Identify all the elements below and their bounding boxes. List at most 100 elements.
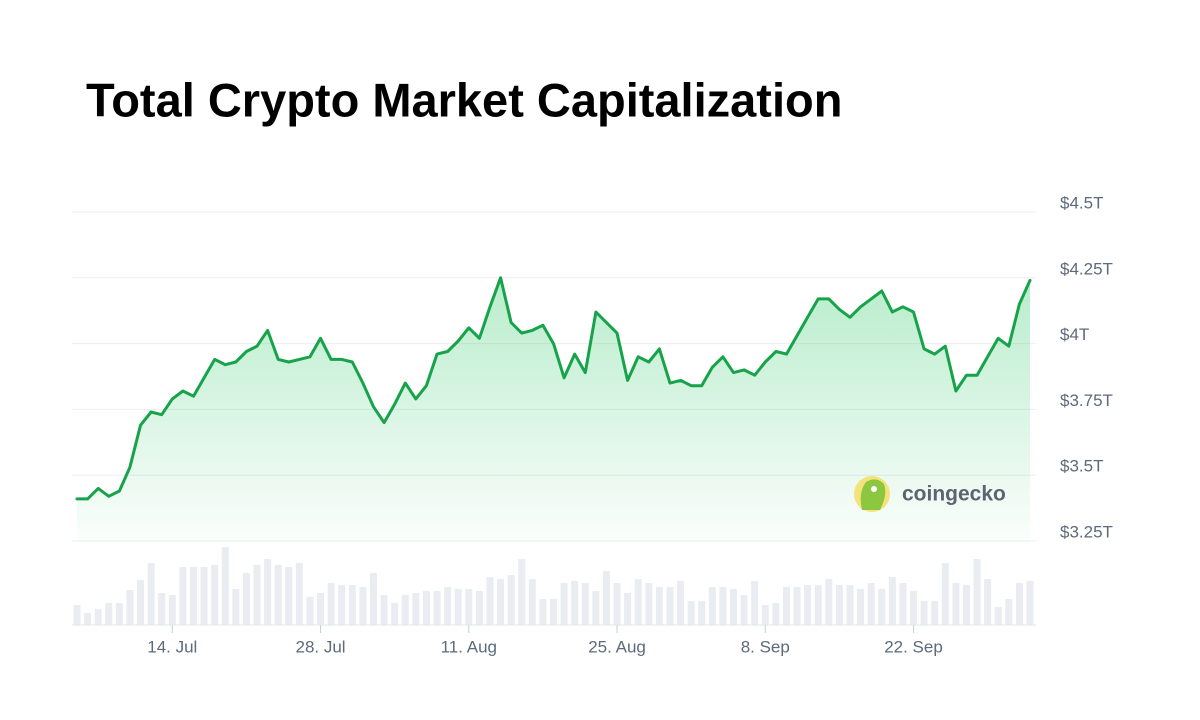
logo-eye [871,486,877,492]
volume-bar [962,585,970,625]
volume-bar [677,581,685,625]
volume-bar [793,587,801,625]
volume-bar [878,589,886,625]
volume-bar [189,567,197,625]
volume-bar [698,601,706,625]
volume-bar [221,547,229,625]
volume-bar [973,559,981,625]
area-layer [75,276,1032,541]
volume-bar [624,593,632,625]
volume-bar [888,577,896,625]
volume-bar [348,585,356,625]
volume-bar [719,587,727,625]
volume-bar [772,603,780,625]
x-tick-label: 28. Jul [295,637,345,656]
volume-bar [158,593,166,625]
volume-bar [613,583,621,625]
volume-bar [1005,599,1013,625]
volume-bar [867,583,875,625]
volume-bar [602,571,610,625]
volume-bar [497,579,505,625]
volume-bar [264,559,272,625]
volume-bar [507,575,515,625]
volume-bar [73,605,81,625]
volume-bar [454,589,462,625]
y-tick-label: $4.25T [1060,259,1113,278]
volume-bar [317,593,325,625]
volume-bar [528,579,536,625]
volume-bar [835,585,843,625]
volume-bar [645,583,653,625]
volume-bar [814,585,822,625]
volume-bar [761,605,769,625]
y-tick-label: $3.5T [1060,457,1103,476]
volume-bar [147,563,155,625]
volume-bar [910,591,918,625]
volume-bar [369,573,377,625]
watermark-text: coingecko [902,483,1006,506]
y-tick-label: $4T [1060,325,1089,344]
volume-bar [179,567,187,625]
volume-bar [200,567,208,625]
volume-bar [274,565,282,625]
volume-bar [105,603,113,625]
volume-bar [475,591,483,625]
volume-bar [952,583,960,625]
volume-bar [211,565,219,625]
volume-bar [592,591,600,625]
watermark: coingecko [854,476,1006,512]
volume-bar [730,589,738,625]
volume-bar [1015,583,1023,625]
chart-title: Total Crypto Market Capitalization [86,73,842,126]
volume-bar [285,567,293,625]
volume-bar [433,591,441,625]
axes: $3.25T $3.5T $3.75T $4T $4.25T $4.5T 14. Jul 28… [72,193,1113,656]
volume-bar [391,603,399,625]
line [75,276,1032,501]
y-tick-label: $4.5T [1060,193,1103,212]
volume-bar [920,601,928,625]
volume-bar [232,589,240,625]
area [77,277,1030,541]
volume-bar [804,585,812,625]
volume-bar [444,587,452,625]
volume-bar [380,595,388,625]
logo-gecko [860,479,886,510]
volume-bar [899,583,907,625]
volume-bar [550,599,557,625]
x-tick-label: 14. Jul [147,637,197,656]
volume-bar [327,583,335,625]
x-tick-label: 22. Sep [884,637,943,656]
x-tick-label: 8. Sep [741,637,790,656]
volume-bar [94,609,102,625]
y-tick-label: $3.75T [1060,391,1113,410]
volume-bar [306,597,314,625]
volume-bar [412,593,420,625]
volume-bar [518,559,526,625]
volume-bar [560,583,568,625]
volume-bar [984,579,992,625]
volume-bar [931,601,939,625]
volume-bar [486,577,494,625]
volume-bar [137,580,145,625]
volume-bar [359,587,367,625]
volume-bar [253,565,261,625]
volume-bar [168,595,176,625]
volume-bar [539,599,547,625]
volume-bar [338,585,346,625]
x-tick-label: 25. Aug [588,637,646,656]
volume-bar [846,585,854,625]
volume-bar [751,581,759,625]
volume-bar [634,579,642,625]
volume-bar [126,590,134,625]
volume-bar [825,579,833,625]
volume-bar [401,595,409,625]
volume-bar [422,591,430,625]
x-tick-label: 11. Aug [441,637,497,656]
volume-bar [655,587,663,625]
y-tick-label: $3.25T [1060,522,1113,541]
volume-bar [666,587,674,625]
volume-bar [687,601,695,625]
volume-bar [295,563,303,625]
